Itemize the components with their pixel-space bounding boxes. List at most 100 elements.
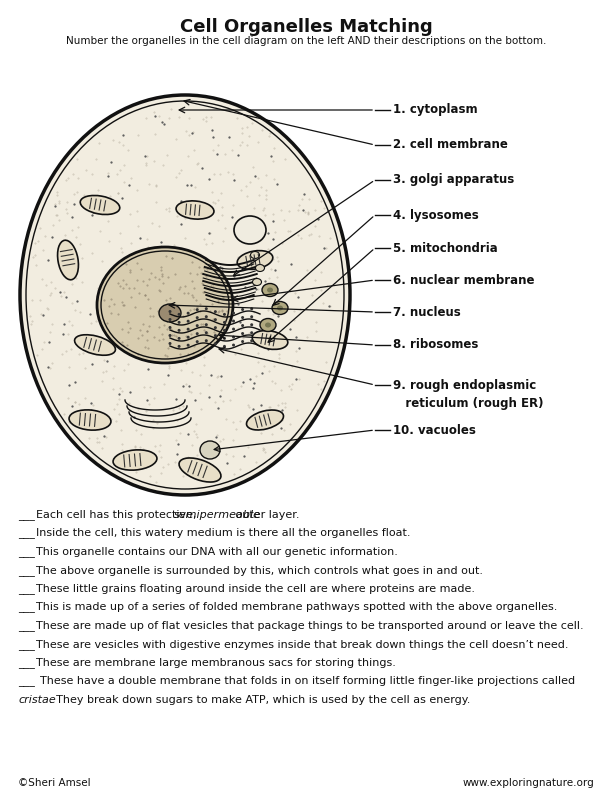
- Ellipse shape: [223, 329, 226, 332]
- Ellipse shape: [250, 339, 253, 342]
- Text: These are vesicles with digestive enzymes inside that break down things the cell: These are vesicles with digestive enzyme…: [35, 639, 569, 649]
- Ellipse shape: [176, 201, 214, 219]
- Text: 3. golgi apparatus: 3. golgi apparatus: [393, 173, 514, 186]
- Ellipse shape: [250, 315, 253, 318]
- Ellipse shape: [177, 337, 181, 340]
- Ellipse shape: [187, 336, 190, 339]
- Text: ___: ___: [18, 658, 39, 668]
- Text: Number the organelles in the cell diagram on the left AND their descriptions on : Number the organelles in the cell diagra…: [66, 36, 546, 46]
- Ellipse shape: [214, 334, 217, 337]
- Ellipse shape: [113, 450, 157, 470]
- Ellipse shape: [168, 334, 171, 337]
- Ellipse shape: [241, 324, 244, 327]
- Text: www.exploringnature.org: www.exploringnature.org: [462, 778, 594, 788]
- Ellipse shape: [272, 302, 288, 314]
- Ellipse shape: [214, 318, 217, 322]
- Ellipse shape: [20, 95, 350, 495]
- Text: 7. nucleus: 7. nucleus: [393, 306, 461, 318]
- Text: ___: ___: [18, 584, 39, 594]
- Ellipse shape: [205, 323, 208, 326]
- Ellipse shape: [247, 410, 283, 430]
- Ellipse shape: [214, 326, 217, 329]
- Ellipse shape: [265, 322, 271, 328]
- Text: 8. ribosomes: 8. ribosomes: [393, 338, 479, 352]
- Text: . They break down sugars to make ATP, which is used by the cell as energy.: . They break down sugars to make ATP, wh…: [49, 695, 471, 705]
- Ellipse shape: [205, 307, 208, 310]
- Ellipse shape: [267, 287, 273, 292]
- Ellipse shape: [200, 441, 220, 459]
- Ellipse shape: [214, 310, 217, 313]
- Ellipse shape: [250, 252, 259, 258]
- Text: Inside the cell, this watery medium is there all the organelles float.: Inside the cell, this watery medium is t…: [35, 528, 410, 539]
- Ellipse shape: [255, 265, 264, 272]
- Ellipse shape: [196, 332, 199, 335]
- Text: outer layer.: outer layer.: [231, 510, 299, 520]
- Ellipse shape: [260, 318, 276, 332]
- Ellipse shape: [69, 410, 111, 430]
- Ellipse shape: [196, 316, 199, 319]
- Text: reticulum (rough ER): reticulum (rough ER): [393, 397, 543, 409]
- Text: The above organelle is surrounded by this, which controls what goes in and out.: The above organelle is surrounded by thi…: [35, 565, 483, 576]
- Ellipse shape: [177, 321, 181, 324]
- Ellipse shape: [252, 330, 288, 349]
- Ellipse shape: [177, 313, 181, 316]
- Ellipse shape: [232, 320, 235, 322]
- Ellipse shape: [241, 308, 244, 311]
- Ellipse shape: [168, 326, 171, 329]
- Ellipse shape: [58, 240, 78, 280]
- Ellipse shape: [187, 320, 190, 322]
- Ellipse shape: [241, 340, 244, 343]
- Ellipse shape: [187, 344, 190, 347]
- Text: Cell Organelles Matching: Cell Organelles Matching: [180, 18, 432, 36]
- Ellipse shape: [159, 304, 181, 322]
- Ellipse shape: [223, 313, 226, 316]
- Text: 10. vacuoles: 10. vacuoles: [393, 424, 476, 436]
- Ellipse shape: [250, 323, 253, 326]
- Ellipse shape: [205, 339, 208, 342]
- Text: ___: ___: [18, 676, 42, 687]
- Text: These little grains floating around inside the cell are where proteins are made.: These little grains floating around insi…: [35, 584, 475, 594]
- Ellipse shape: [232, 328, 235, 330]
- Ellipse shape: [234, 216, 266, 244]
- Ellipse shape: [232, 336, 235, 338]
- Text: ©Sheri Amsel: ©Sheri Amsel: [18, 778, 91, 788]
- Ellipse shape: [237, 250, 273, 269]
- Ellipse shape: [196, 324, 199, 327]
- Text: This organelle contains our DNA with all our genetic information.: This organelle contains our DNA with all…: [35, 547, 398, 557]
- Ellipse shape: [168, 318, 171, 321]
- Text: ___: ___: [18, 621, 39, 631]
- Text: 1. cytoplasm: 1. cytoplasm: [393, 104, 477, 116]
- Ellipse shape: [187, 312, 190, 314]
- Text: These are membrane large membranous sacs for storing things.: These are membrane large membranous sacs…: [35, 658, 396, 668]
- Ellipse shape: [223, 345, 226, 348]
- Text: 4. lysosomes: 4. lysosomes: [393, 208, 479, 222]
- Text: 6. nuclear membrane: 6. nuclear membrane: [393, 273, 534, 287]
- Ellipse shape: [277, 306, 283, 310]
- Ellipse shape: [75, 335, 116, 356]
- Ellipse shape: [232, 311, 235, 314]
- Ellipse shape: [232, 344, 235, 347]
- Ellipse shape: [97, 247, 233, 363]
- Text: ___: ___: [18, 565, 39, 576]
- Ellipse shape: [177, 329, 181, 332]
- Ellipse shape: [187, 328, 190, 331]
- Ellipse shape: [241, 332, 244, 335]
- Text: This is made up of a series of folded membrane pathways spotted with the above o: This is made up of a series of folded me…: [35, 603, 557, 612]
- Ellipse shape: [205, 315, 208, 318]
- Ellipse shape: [196, 340, 199, 343]
- Ellipse shape: [168, 342, 171, 345]
- Text: semipermeable: semipermeable: [174, 510, 261, 520]
- Text: ___: ___: [18, 510, 39, 520]
- Ellipse shape: [241, 316, 244, 319]
- Ellipse shape: [196, 308, 199, 311]
- Text: ___: ___: [18, 639, 39, 649]
- Ellipse shape: [250, 307, 253, 310]
- Text: ___: ___: [18, 603, 39, 612]
- Ellipse shape: [223, 321, 226, 324]
- Text: ___: ___: [18, 547, 39, 557]
- Ellipse shape: [253, 279, 261, 285]
- Text: ___: ___: [18, 528, 39, 539]
- Ellipse shape: [262, 284, 278, 296]
- Text: These are made up of flat vesicles that package things to be transported around : These are made up of flat vesicles that …: [35, 621, 583, 631]
- Ellipse shape: [179, 458, 221, 482]
